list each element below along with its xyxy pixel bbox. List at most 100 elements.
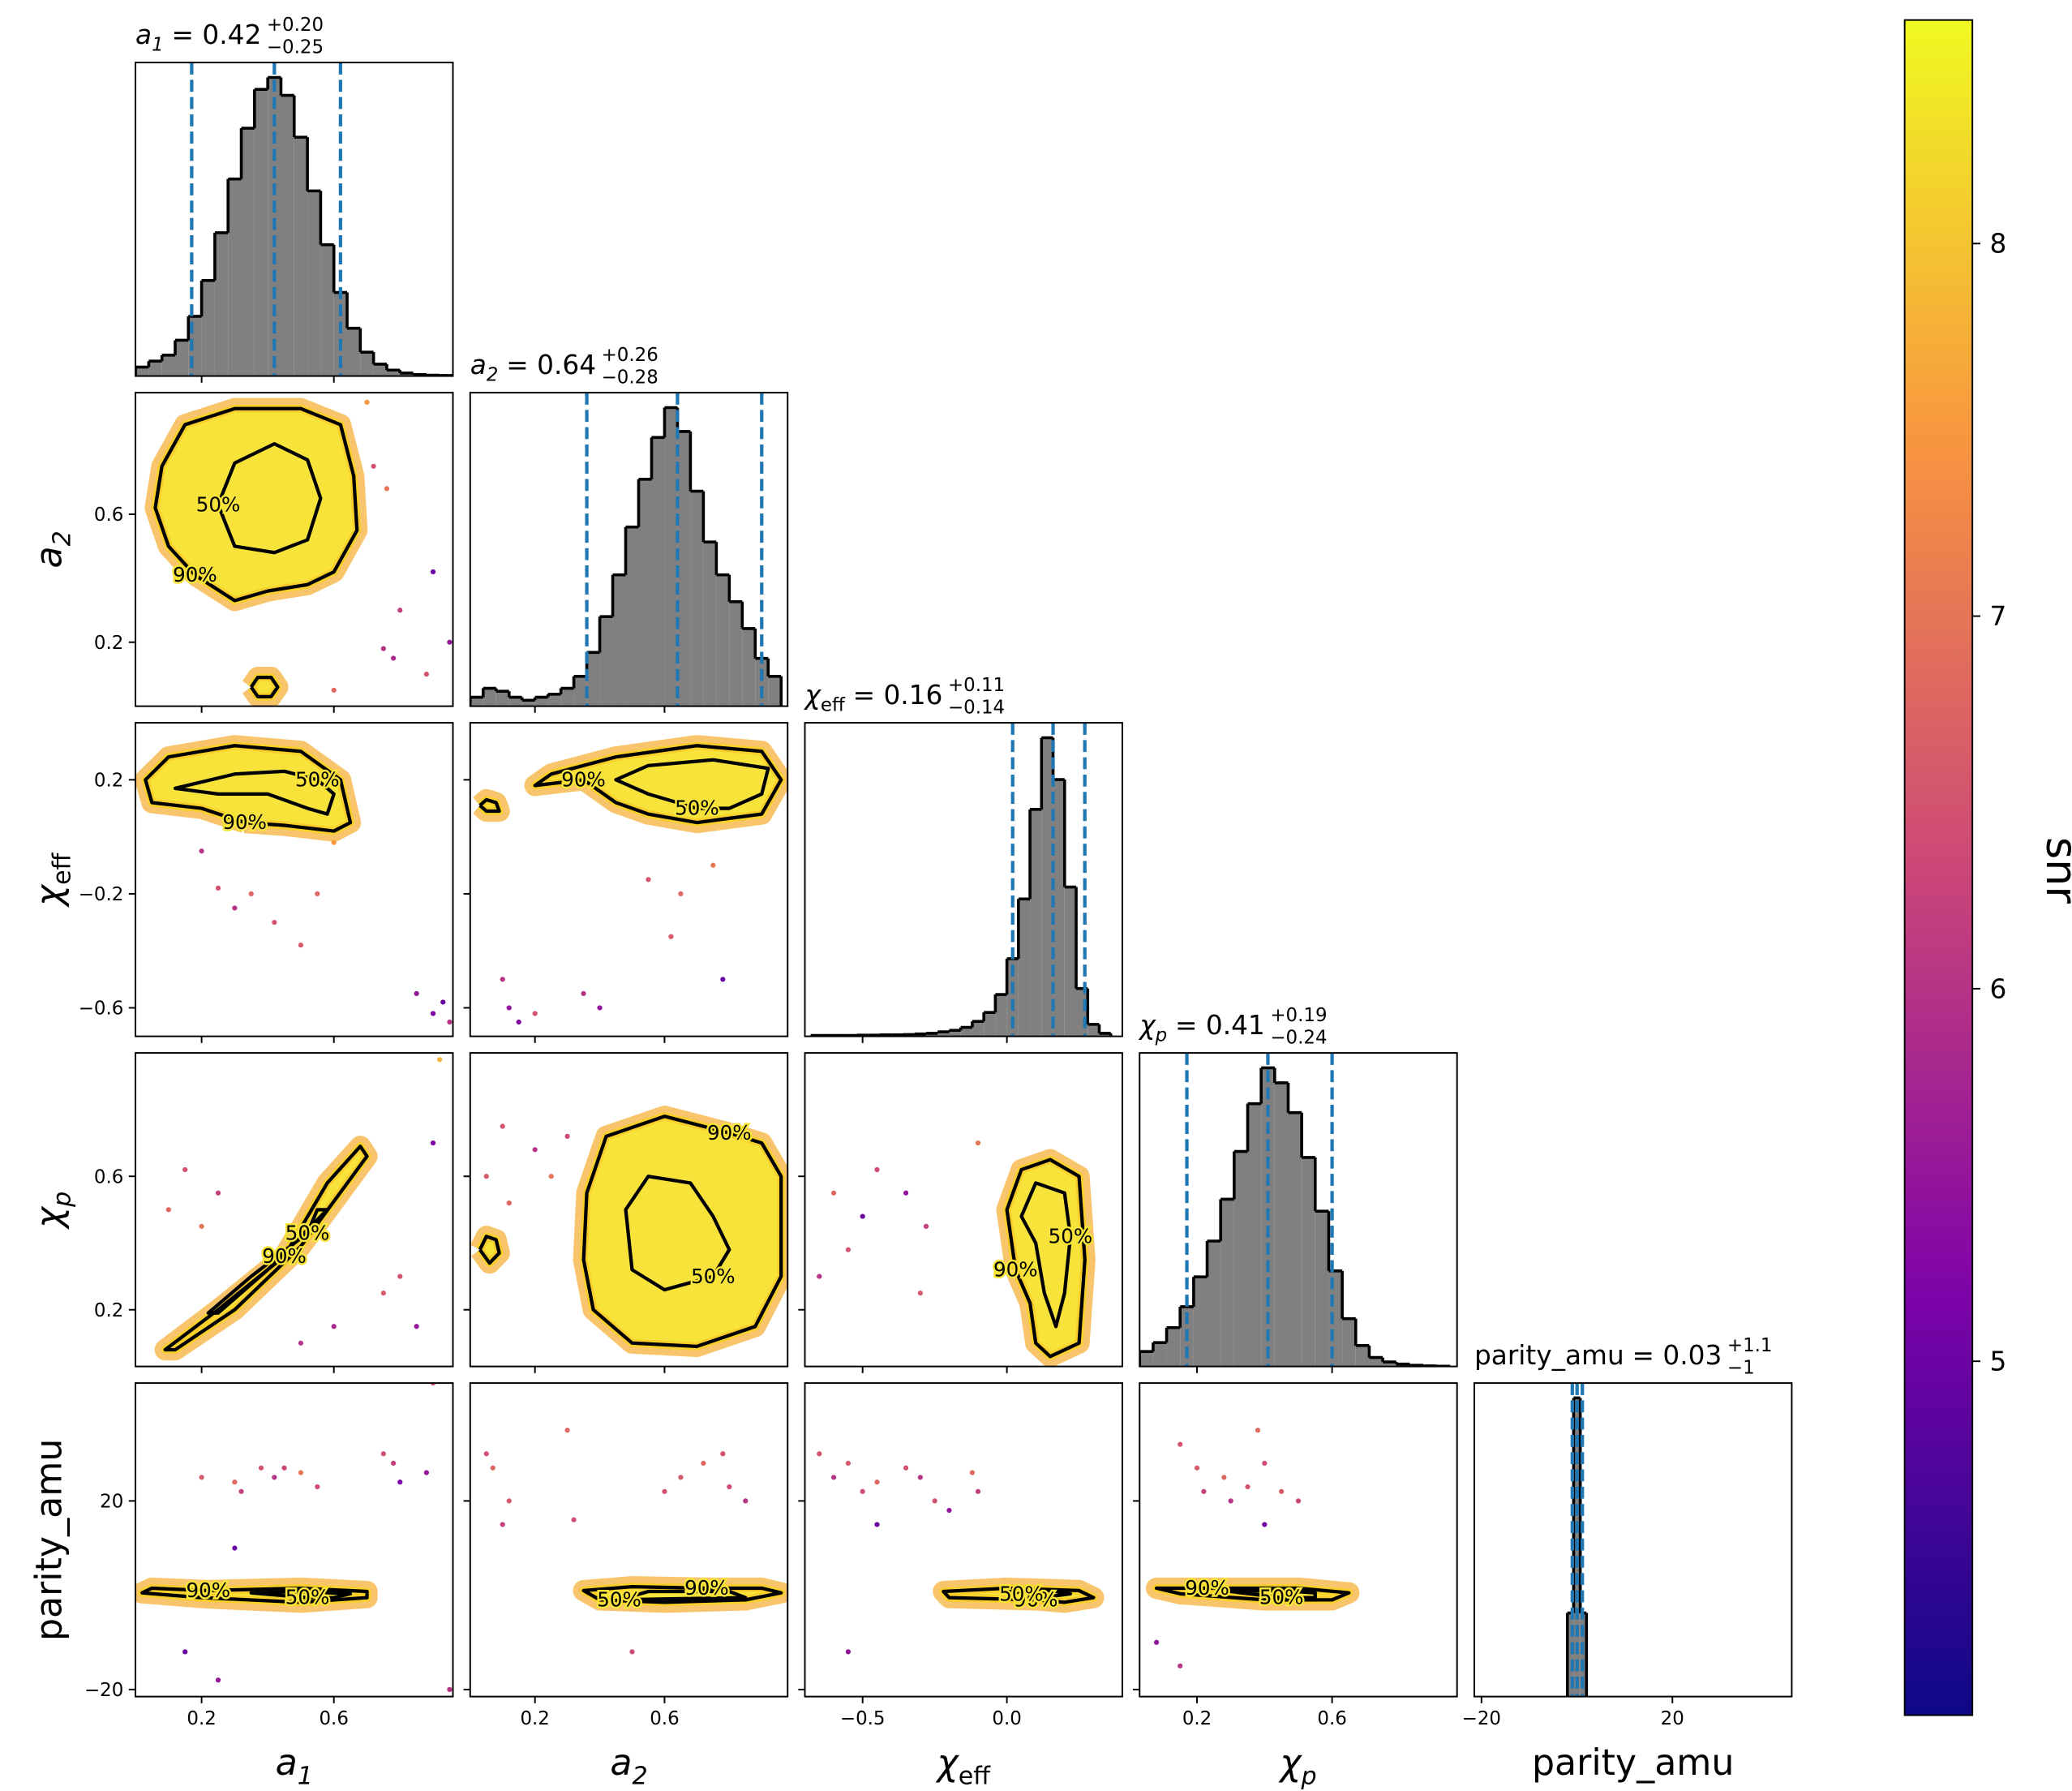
- scatter-point: [903, 1465, 909, 1471]
- panel-frame: [1139, 1382, 1458, 1698]
- contour-label: 90%: [1014, 1588, 1058, 1612]
- hist-bar: [135, 367, 149, 376]
- contour-line: [614, 758, 770, 810]
- scatter-point: [331, 840, 337, 845]
- label-sub: p: [48, 1192, 76, 1208]
- scatter-point: [710, 862, 716, 868]
- hist-bar: [508, 697, 522, 707]
- y-tick-label: −0.2: [79, 884, 124, 905]
- hist-bar: [1580, 1613, 1587, 1697]
- contour-line: [1019, 1181, 1073, 1329]
- hist-bar: [174, 340, 189, 376]
- x-tick-label: 20: [1661, 1708, 1684, 1729]
- x-tick-label: 0.2: [1182, 1708, 1212, 1729]
- scatter-point: [860, 1488, 865, 1494]
- scatter-point: [646, 877, 651, 883]
- title-name: a: [470, 350, 487, 380]
- hist-bar: [742, 628, 756, 707]
- hist-bar: [1152, 1342, 1167, 1367]
- panel: [809, 723, 1113, 1037]
- label-name: χ: [28, 883, 70, 908]
- scatter-point: [845, 1460, 852, 1467]
- contour-line: [624, 1175, 731, 1292]
- panel-title: a1 = 0.42: [135, 19, 261, 55]
- scatter-point: [506, 1498, 512, 1504]
- title-minus: −0.28: [602, 367, 658, 389]
- scatter-point: [1178, 1441, 1183, 1447]
- panel: 90% 50%: [483, 1428, 788, 1655]
- scatter-point: [678, 1475, 684, 1480]
- scatter-point: [1279, 1488, 1285, 1494]
- scatter-point: [371, 463, 376, 469]
- scatter-point: [975, 1488, 981, 1494]
- hist-bar: [1030, 809, 1042, 1037]
- contour-line: [618, 1589, 748, 1602]
- scatter-point: [437, 1057, 443, 1063]
- hist-bar: [729, 601, 743, 707]
- scatter-point: [199, 1475, 204, 1480]
- scatter-point: [678, 891, 684, 897]
- x-tick-label: −0.5: [840, 1708, 886, 1729]
- y-tick-label: 0.6: [94, 505, 123, 526]
- scatter-point: [238, 1488, 244, 1494]
- scatter-point: [516, 1019, 521, 1025]
- panel: 90% 50%: [817, 1140, 1096, 1367]
- scatter-point: [447, 1019, 453, 1025]
- hist-bar: [320, 244, 334, 376]
- scatter-point: [364, 399, 370, 406]
- label-name: χ: [28, 1205, 70, 1230]
- hist-bar: [228, 178, 242, 376]
- scatter-point: [447, 1686, 453, 1692]
- scatter-point: [1194, 1465, 1200, 1471]
- scatter-point: [830, 1190, 837, 1196]
- scatter-point: [215, 1190, 221, 1196]
- contour-line: [206, 1208, 329, 1315]
- scatter-point: [315, 1484, 320, 1490]
- scatter-point: [500, 1123, 505, 1129]
- title-minus: −1: [1727, 1358, 1755, 1379]
- contour-line: [163, 1145, 369, 1352]
- panel-frame: [135, 62, 454, 377]
- scatter-point: [199, 848, 204, 854]
- label-name: a: [610, 1742, 632, 1784]
- panel: 90% 50%: [135, 1383, 453, 1692]
- colorbar-tick-label: 8: [1989, 229, 2006, 260]
- scatter-point: [380, 646, 386, 651]
- contour-label: 50%: [691, 1265, 736, 1288]
- hist-bar: [1193, 1277, 1208, 1367]
- hist-bar: [768, 676, 782, 707]
- axis-label: a1: [276, 1742, 313, 1790]
- scatter-point: [423, 672, 429, 677]
- scatter-point: [272, 919, 277, 926]
- title-sub: 2: [487, 364, 499, 385]
- contour-label: 90%: [173, 563, 217, 586]
- panel-frame: [469, 392, 789, 707]
- hist-bar: [1139, 1351, 1153, 1367]
- hist-bar: [625, 526, 639, 707]
- panel: 90% 50%: [1145, 1428, 1360, 1669]
- y-tick-label: −20: [84, 1680, 123, 1701]
- axis-label: χp: [1278, 1742, 1316, 1790]
- contour-label: 90%: [1185, 1576, 1229, 1600]
- title-value: = 0.42: [172, 19, 262, 50]
- axis-label: a2: [28, 530, 76, 568]
- label-name: parity_amu: [1532, 1742, 1734, 1784]
- scatter-point: [571, 1517, 577, 1523]
- hist-bar: [1064, 887, 1077, 1037]
- hist-bar: [1087, 1024, 1100, 1037]
- axis-label: χp: [28, 1192, 76, 1230]
- label-sub: 2: [632, 1762, 647, 1790]
- contour-line: [1154, 1586, 1351, 1602]
- hist-bar: [1233, 1151, 1248, 1367]
- scatter-point: [232, 1545, 238, 1551]
- scatter-point: [397, 1273, 403, 1279]
- axis-label: a2: [610, 1742, 647, 1790]
- scatter-point: [946, 1507, 952, 1514]
- contour-line: [1005, 1588, 1073, 1600]
- scatter-point: [917, 1475, 923, 1480]
- contour-line: [581, 1585, 783, 1604]
- hist-bar: [664, 407, 678, 707]
- scatter-point: [490, 1465, 495, 1471]
- hist-bar: [599, 616, 613, 707]
- label-name: parity_amu: [28, 1439, 70, 1641]
